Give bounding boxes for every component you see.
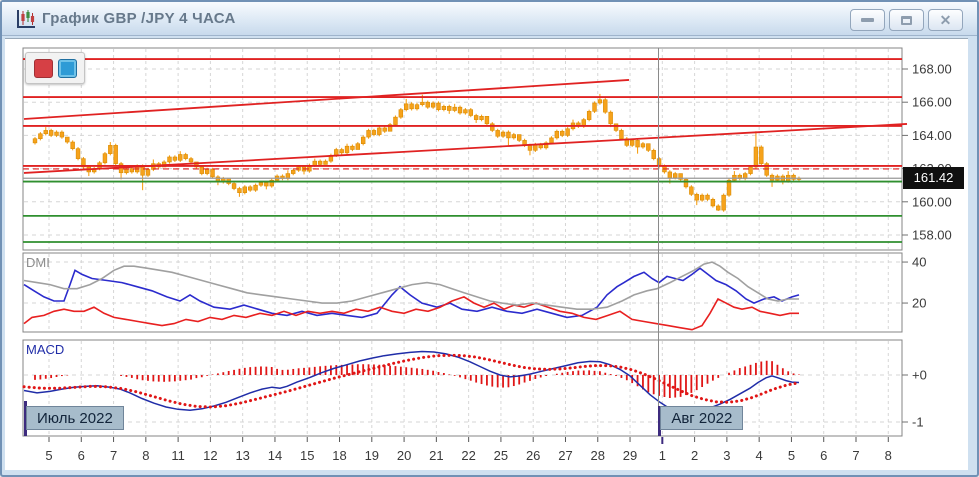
restore-button[interactable] — [889, 9, 924, 31]
axis-tick-label: 4 — [756, 448, 763, 463]
axis-tick-label: 1 — [659, 448, 666, 463]
axis-tick-label: 20 — [397, 448, 411, 463]
month-separator-line — [658, 48, 660, 436]
axis-tick-label: 13 — [235, 448, 249, 463]
macd-signal-dotted-line — [22, 353, 801, 409]
axis-tick-label: 8 — [142, 448, 149, 463]
axis-tick-label: 158.00 — [912, 228, 952, 243]
axis-tick-label: 11 — [171, 448, 185, 463]
current-price-badge: 161.42 — [903, 167, 964, 189]
macd-histogram — [34, 360, 800, 398]
macd-panel-label: MACD — [26, 342, 65, 357]
window-titlebar[interactable]: График GBP /JPY 4 ЧАСА ✕ — [2, 2, 977, 36]
close-button[interactable]: ✕ — [928, 9, 963, 31]
axis-tick-label: 22 — [461, 448, 475, 463]
axis-tick-label: 7 — [110, 448, 117, 463]
dmi-panel-label: DMI — [26, 255, 50, 270]
axis-tick-label: 12 — [203, 448, 217, 463]
axis-tick-label: 164.00 — [912, 128, 952, 143]
axis-tick-label: 7 — [852, 448, 859, 463]
vertical-gridlines — [48, 49, 889, 435]
dmi-minus-diline — [23, 296, 799, 331]
axis-tick-label: 26 — [526, 448, 540, 463]
blue-marker-tool-button[interactable] — [57, 58, 77, 78]
axis-tick-label: 18 — [332, 448, 346, 463]
month-label-july: Июль 2022 — [26, 406, 124, 430]
axis-tick-label: 19 — [365, 448, 379, 463]
axis-tick-label: 40 — [912, 255, 926, 270]
axis-tick-label: 168.00 — [912, 62, 952, 77]
axis-labels: 168.00166.00164.00162.00160.00158.004020… — [45, 62, 951, 464]
minimize-icon — [861, 18, 874, 22]
axis-tick-label: 28 — [591, 448, 605, 463]
dmi-series — [23, 261, 800, 331]
axis-tick-label: 6 — [78, 448, 85, 463]
axis-tick-label: 3 — [723, 448, 730, 463]
axis-tick-label: 29 — [623, 448, 637, 463]
axis-tick-label: 166.00 — [912, 95, 952, 110]
axis-tick-label: +0 — [912, 368, 927, 383]
axis-tick-label: 20 — [912, 296, 926, 311]
month-label-august: Авг 2022 — [660, 406, 744, 430]
red-marker-tool-button[interactable] — [33, 58, 53, 78]
window-controls: ✕ — [850, 9, 963, 31]
axis-tick-label: 8 — [885, 448, 892, 463]
axis-tick-label: 15 — [300, 448, 314, 463]
axis-tick-label: 25 — [494, 448, 508, 463]
axis-tick-label: 27 — [558, 448, 572, 463]
candlestick-series — [32, 93, 802, 212]
dmi-adxline — [23, 261, 799, 311]
axis-tick-label: 5 — [45, 448, 52, 463]
chart-mini-toolbar — [25, 52, 85, 84]
level-lines — [23, 58, 902, 243]
july-start-marker — [24, 401, 27, 436]
axis-tick-label: 14 — [268, 448, 282, 463]
restore-icon — [901, 15, 912, 25]
minimize-button[interactable] — [850, 9, 885, 31]
window-title: График GBP /JPY 4 ЧАСА — [42, 10, 236, 27]
august-start-marker — [658, 406, 662, 436]
axis-tick-label: 160.00 — [912, 194, 952, 209]
candlestick-chart-icon — [17, 10, 35, 28]
trendlines — [23, 79, 908, 174]
axis-tick-label: 5 — [788, 448, 795, 463]
axis-tick-label: 2 — [691, 448, 698, 463]
axis-tick-label: 21 — [429, 448, 443, 463]
axis-tick-label: 6 — [820, 448, 827, 463]
close-icon: ✕ — [939, 12, 952, 28]
axis-tick-label: -1 — [912, 415, 924, 430]
